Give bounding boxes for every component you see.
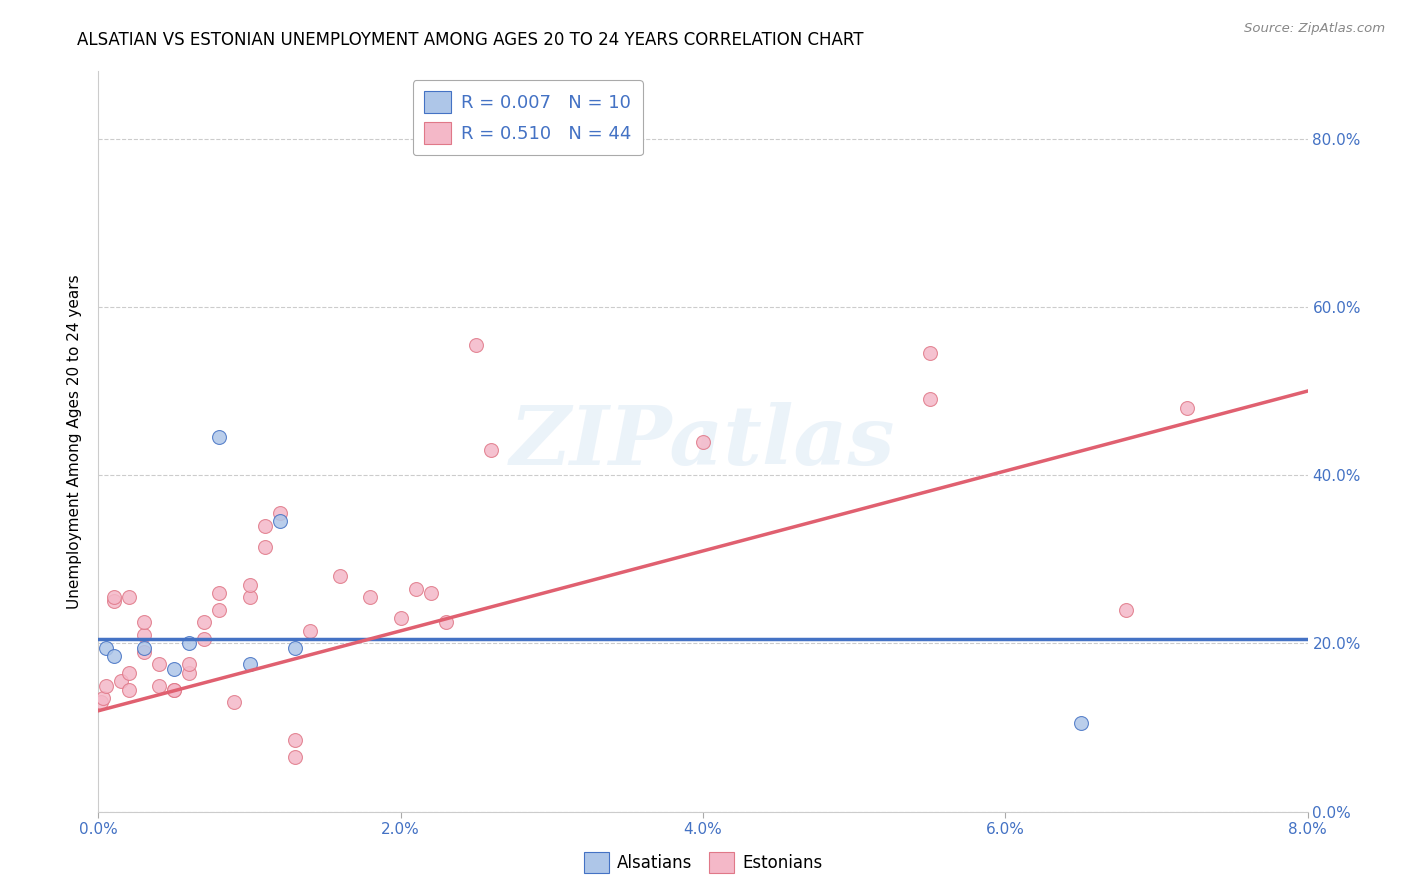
Point xyxy=(208,430,231,444)
Legend: R = 0.007   N = 10, R = 0.510   N = 44: R = 0.007 N = 10, R = 0.510 N = 44 xyxy=(413,80,643,155)
Point xyxy=(208,586,231,600)
Point xyxy=(1175,401,1198,415)
Point xyxy=(91,691,114,706)
Point xyxy=(405,582,427,596)
Y-axis label: Unemployment Among Ages 20 to 24 years: Unemployment Among Ages 20 to 24 years xyxy=(67,274,83,609)
Point xyxy=(239,657,262,672)
Point xyxy=(132,645,155,659)
Point xyxy=(918,346,941,360)
Point xyxy=(118,590,141,604)
Point xyxy=(299,624,322,638)
Point xyxy=(163,682,186,697)
Text: Source: ZipAtlas.com: Source: ZipAtlas.com xyxy=(1244,22,1385,36)
Point xyxy=(208,603,231,617)
Point xyxy=(284,733,307,747)
Point xyxy=(329,569,352,583)
Point xyxy=(103,590,125,604)
Point xyxy=(110,674,132,689)
Point xyxy=(434,615,457,630)
Point xyxy=(284,640,307,655)
Point xyxy=(481,442,503,457)
Point xyxy=(163,662,186,676)
Point xyxy=(239,577,262,591)
Point xyxy=(253,518,276,533)
Point xyxy=(420,586,443,600)
Point xyxy=(692,434,714,449)
Point xyxy=(179,665,201,680)
Point xyxy=(360,590,382,604)
Point xyxy=(148,657,170,672)
Legend: Alsatians, Estonians: Alsatians, Estonians xyxy=(576,846,830,880)
Point xyxy=(94,679,117,693)
Point xyxy=(239,590,262,604)
Point xyxy=(179,657,201,672)
Point xyxy=(103,594,125,608)
Point xyxy=(269,515,291,529)
Point xyxy=(148,679,170,693)
Point xyxy=(132,615,155,630)
Point xyxy=(163,682,186,697)
Point xyxy=(284,750,307,764)
Point xyxy=(269,506,291,520)
Point xyxy=(103,649,125,664)
Point xyxy=(118,682,141,697)
Point xyxy=(193,632,215,647)
Point xyxy=(193,615,215,630)
Point xyxy=(224,695,246,709)
Point xyxy=(90,695,112,709)
Point xyxy=(253,540,276,554)
Point xyxy=(179,636,201,650)
Point xyxy=(118,665,141,680)
Point xyxy=(132,640,155,655)
Text: ZIPatlas: ZIPatlas xyxy=(510,401,896,482)
Text: ALSATIAN VS ESTONIAN UNEMPLOYMENT AMONG AGES 20 TO 24 YEARS CORRELATION CHART: ALSATIAN VS ESTONIAN UNEMPLOYMENT AMONG … xyxy=(77,31,863,49)
Point xyxy=(465,338,488,352)
Point xyxy=(94,640,117,655)
Point xyxy=(918,392,941,407)
Point xyxy=(1070,716,1092,731)
Point xyxy=(1115,603,1137,617)
Point xyxy=(389,611,412,625)
Point xyxy=(132,628,155,642)
